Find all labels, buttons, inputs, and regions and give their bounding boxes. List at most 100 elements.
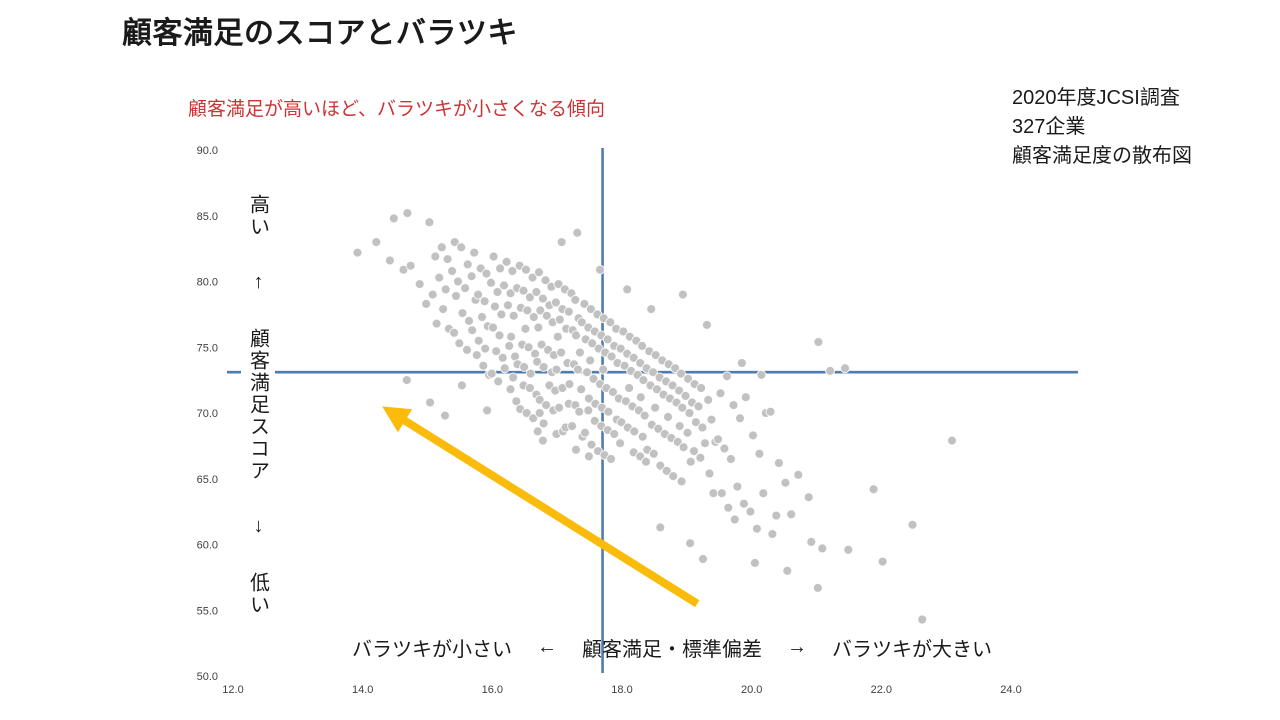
data-point — [602, 334, 613, 345]
data-point — [414, 279, 425, 290]
data-point — [405, 260, 416, 271]
data-point — [719, 443, 730, 454]
data-point — [685, 538, 696, 549]
y-axis-caption-high: 高い — [246, 194, 269, 238]
data-point — [533, 322, 544, 333]
right-arrow-icon: → — [787, 636, 807, 658]
x-tick-label: 20.0 — [741, 684, 762, 696]
data-point — [521, 264, 531, 275]
data-point — [425, 397, 436, 408]
data-point — [464, 315, 474, 326]
data-point — [677, 289, 688, 300]
data-point — [534, 267, 544, 278]
data-point — [401, 375, 412, 386]
data-point — [767, 529, 778, 539]
data-point — [650, 402, 661, 413]
data-point — [489, 301, 500, 312]
data-point — [624, 383, 635, 393]
left-arrow-icon: ← — [537, 636, 557, 658]
data-point — [537, 293, 548, 304]
data-point — [652, 384, 662, 395]
data-point — [773, 458, 784, 468]
data-point — [469, 247, 480, 258]
data-point — [758, 488, 769, 499]
data-point — [541, 400, 552, 411]
data-point — [607, 387, 618, 397]
data-point — [564, 379, 575, 390]
data-point — [528, 413, 539, 424]
data-point — [456, 242, 467, 253]
data-point — [473, 335, 484, 346]
data-point — [648, 367, 659, 378]
data-point — [580, 427, 590, 438]
data-point — [595, 264, 605, 275]
data-point — [803, 492, 814, 503]
data-point — [430, 251, 441, 262]
data-point — [499, 280, 509, 291]
data-point — [740, 392, 751, 403]
data-point — [388, 213, 399, 224]
x-tick-label: 22.0 — [871, 684, 892, 696]
data-point — [352, 247, 363, 258]
data-point — [635, 392, 646, 403]
data-point — [421, 298, 432, 309]
data-point — [771, 510, 782, 521]
data-point — [729, 514, 740, 525]
data-point — [817, 543, 828, 554]
data-point — [693, 401, 704, 412]
data-point — [572, 227, 583, 238]
data-point — [585, 355, 596, 366]
data-point — [754, 448, 765, 459]
data-point — [616, 417, 627, 428]
data-point — [440, 284, 451, 295]
data-point — [556, 237, 567, 248]
data-point — [587, 338, 598, 349]
data-point — [678, 442, 689, 453]
y-tick-label: 65.0 — [197, 474, 218, 486]
data-point — [793, 469, 804, 480]
data-point — [536, 339, 547, 350]
data-point — [812, 582, 823, 593]
data-point — [519, 362, 530, 372]
data-point — [540, 275, 551, 286]
data-point — [521, 408, 532, 418]
data-point — [639, 410, 650, 421]
data-point — [703, 394, 714, 405]
data-point — [473, 289, 484, 300]
data-point — [537, 435, 548, 446]
data-point — [447, 266, 458, 276]
data-point — [478, 360, 489, 371]
data-point — [486, 368, 497, 379]
data-point — [551, 364, 562, 375]
data-point — [668, 471, 679, 482]
data-point — [650, 350, 661, 361]
data-point — [868, 484, 879, 495]
data-point — [606, 351, 617, 362]
y-tick-label: 70.0 — [197, 408, 218, 420]
data-point — [508, 310, 519, 321]
data-point — [637, 340, 648, 351]
y-tick-label: 90.0 — [197, 145, 218, 157]
data-point — [751, 523, 762, 534]
trend-arrow — [382, 406, 700, 608]
data-point — [598, 364, 609, 375]
y-tick-label: 50.0 — [197, 671, 218, 683]
data-point — [505, 384, 516, 395]
data-point — [571, 330, 581, 341]
data-point — [756, 369, 767, 380]
data-point — [689, 446, 699, 457]
data-point — [506, 331, 517, 342]
data-point — [553, 279, 564, 290]
data-point — [745, 506, 756, 517]
trend-arrow-head — [382, 406, 413, 433]
y-axis-caption-title: 顧客満足スコア — [246, 328, 269, 482]
data-point — [655, 522, 666, 533]
y-axis-caption: 高い ↑ 顧客満足スコア ↓ 低い — [241, 194, 275, 636]
data-point — [674, 385, 685, 396]
data-point — [504, 340, 515, 351]
data-point — [723, 502, 734, 513]
data-point — [725, 454, 736, 464]
data-point — [780, 477, 791, 488]
data-point — [622, 284, 633, 295]
